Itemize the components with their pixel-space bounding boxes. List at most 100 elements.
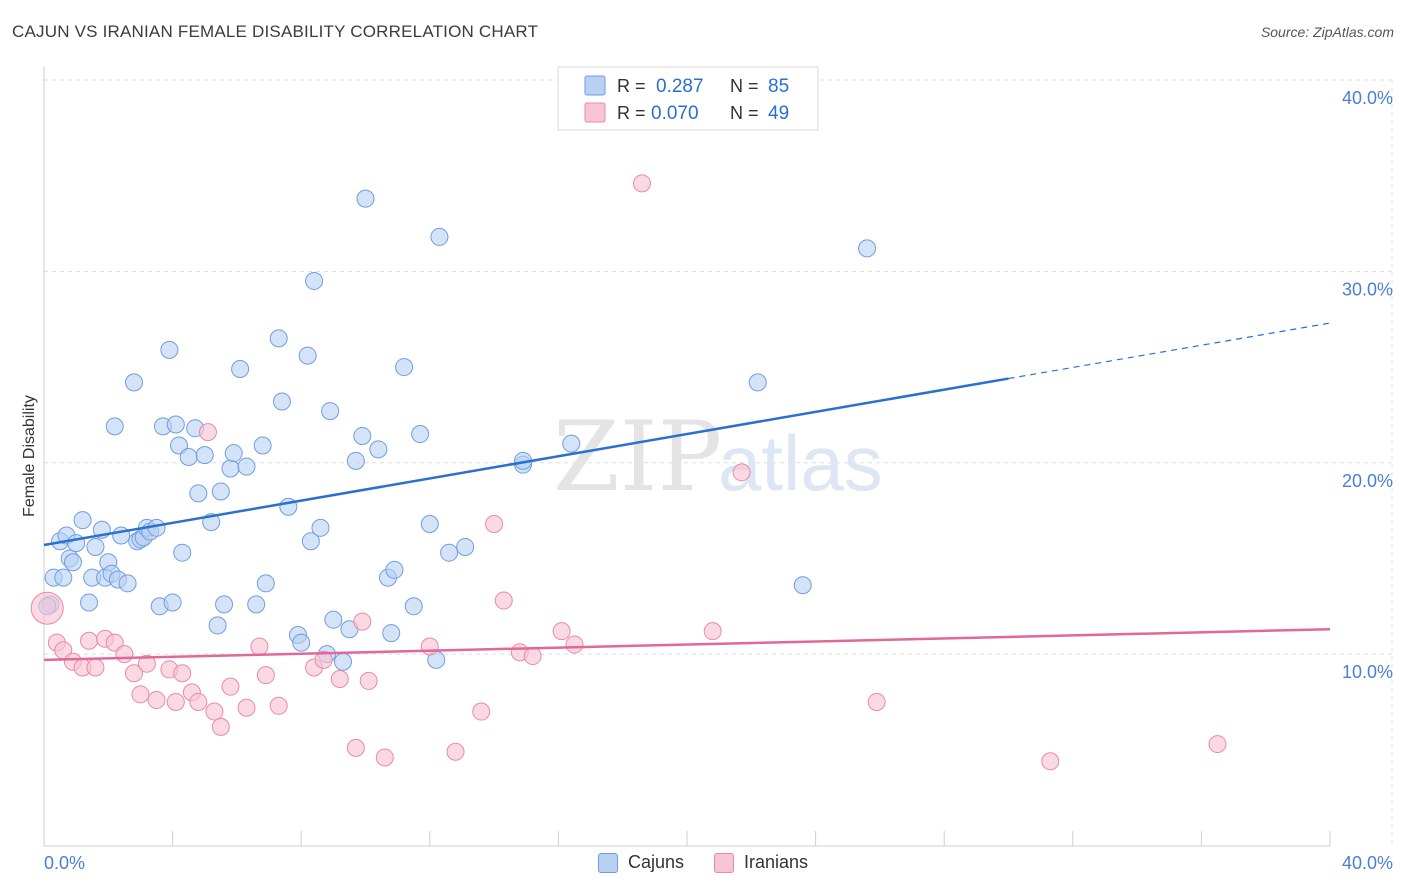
iranian-point (250, 637, 269, 656)
x-tick-label: 40.0% (1342, 853, 1393, 873)
cajun-point (224, 444, 243, 463)
cajun-point (858, 239, 877, 258)
cajun-point (411, 425, 430, 444)
cajun-point (369, 440, 388, 459)
iranian-legend-swatch (584, 102, 606, 123)
iranian-point (166, 692, 185, 711)
iranians-swatch (713, 852, 734, 873)
cajun-point (179, 448, 198, 467)
cajun-point (272, 392, 291, 411)
cajun-point (404, 597, 423, 616)
cajun-point (353, 426, 372, 445)
iranian-point (115, 645, 134, 664)
legend-label-iranians: Iranians (743, 852, 809, 872)
cajun-point (163, 593, 182, 612)
iranian-point (353, 612, 372, 631)
cajun-point (160, 340, 179, 359)
cajun-point (221, 459, 240, 478)
cajun-point (382, 624, 401, 643)
cajun-legend-swatch (584, 75, 606, 96)
iranian-point (221, 677, 240, 696)
cajun-point (166, 415, 185, 434)
iranian-point (173, 664, 192, 683)
axes (43, 66, 1393, 847)
watermark-atlas: atlas (718, 419, 883, 507)
iranian-point (632, 174, 651, 193)
iranian-point (198, 423, 217, 442)
watermark: ZIP atlas (553, 401, 883, 513)
iranian-point (147, 691, 166, 710)
cajun-point (253, 436, 272, 455)
iranian-point (346, 738, 365, 757)
cajun-point (170, 436, 189, 455)
cajun-point (305, 271, 324, 290)
cajun-point (748, 373, 767, 392)
cajun-point (231, 359, 250, 378)
cajun-point (63, 553, 82, 572)
bottom-legend: Cajuns Iranians (0, 852, 1406, 873)
cajun-point (430, 227, 449, 246)
cajun-point (311, 518, 330, 537)
iranian-point (552, 622, 571, 641)
iranian-points (30, 174, 1227, 771)
iranian-point (30, 591, 64, 625)
cajun-point (118, 574, 137, 593)
iranian-point (137, 654, 156, 673)
cajun-point (456, 537, 475, 556)
cajun-n-label: N = (730, 76, 759, 96)
cajun-point (292, 633, 311, 652)
cajun-point (321, 402, 340, 421)
iranian-n-value: 49 (768, 103, 789, 124)
cajun-point (125, 373, 144, 392)
iranian-point (703, 622, 722, 641)
cajun-point (86, 537, 105, 556)
iranian-trend-line (43, 627, 1331, 662)
cajun-point (562, 434, 581, 453)
cajun-point (80, 593, 99, 612)
cajun-point (324, 610, 343, 629)
cajun-r-value: 0.287 (656, 76, 704, 97)
iranian-point (472, 702, 491, 721)
legend-item-cajuns[interactable]: Cajuns (597, 852, 684, 873)
iranian-point (314, 650, 333, 669)
iranian-point (565, 635, 584, 654)
cajun-point (793, 576, 812, 595)
cajun-point (440, 543, 459, 562)
iranian-point (237, 698, 256, 717)
cajun-point (346, 451, 365, 470)
legend-item-iranians[interactable]: Iranians (713, 852, 809, 873)
cajun-point (269, 329, 288, 348)
stats-legend: R = 0.287 N = 85 R = 0.070 N = 49 (557, 66, 819, 131)
cajun-trend-line (43, 377, 1009, 547)
legend-label-cajuns: Cajuns (627, 852, 684, 872)
chart-title: CAJUN VS IRANIAN FEMALE DISABILITY CORRE… (12, 22, 539, 41)
cajun-point (256, 574, 275, 593)
cajun-point (420, 514, 439, 533)
cajun-trend-extension (1008, 322, 1331, 380)
iranian-point (256, 666, 275, 685)
iranian-r-value: 0.070 (651, 103, 699, 124)
cajun-point (67, 534, 86, 553)
iranian-point (189, 692, 208, 711)
cajun-point (208, 616, 227, 635)
iranian-point (375, 748, 394, 767)
iranian-point (523, 647, 542, 666)
cajun-point (237, 457, 256, 476)
cajun-point (247, 595, 266, 614)
cajun-point (173, 543, 192, 562)
cajun-point (54, 568, 73, 587)
cajun-point (298, 346, 317, 365)
iranian-point (446, 742, 465, 761)
cajun-point (211, 482, 230, 501)
iranian-r-label: R = (617, 103, 646, 123)
iranian-point (86, 658, 105, 677)
cajun-point (385, 560, 404, 579)
source-label: Source: ZipAtlas.com (1260, 24, 1394, 40)
cajun-n-value: 85 (768, 76, 789, 97)
iranian-point (205, 702, 224, 721)
cajun-point (333, 652, 352, 671)
tick-labels: 10.0% 20.0% 30.0% 40.0% 0.0% 40.0% (44, 88, 1393, 873)
iranian-n-label: N = (730, 103, 759, 123)
y-tick-label: 30.0% (1342, 279, 1393, 299)
